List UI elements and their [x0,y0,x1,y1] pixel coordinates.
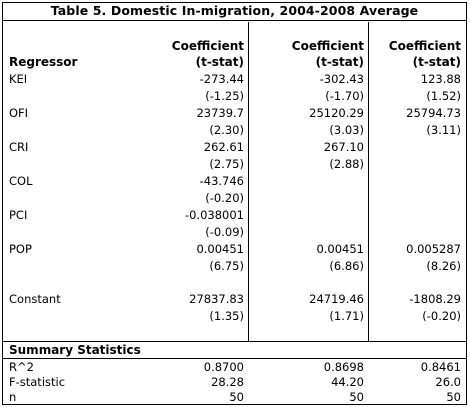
cri-tstat-1: (2.75) [209,157,244,171]
n-value-2: 50 [349,390,364,404]
cri-tstat-2: (2.88) [329,157,364,171]
row-label-cri: CRI [9,140,29,154]
col2-header-line2: (t-stat) [315,55,364,69]
constant-coef-3: -1808.29 [409,292,461,306]
ofi-tstat-1: (2.30) [209,123,244,137]
ofi-coef-2: 25120.29 [309,106,364,120]
fstat-value-2: 44.20 [331,375,364,389]
kei-coef-2: -302.43 [319,72,364,86]
col-coef-1: -43.746 [199,174,244,188]
ofi-coef-1: 23739.7 [196,106,244,120]
row-label-constant: Constant [9,292,61,306]
summary-heading: Summary Statistics [9,343,141,357]
col2-header-line1: Coefficient [291,39,364,53]
constant-tstat-3: (-0.20) [422,309,461,323]
pop-tstat-2: (6.86) [329,259,364,273]
constant-coef-1: 27837.83 [189,292,244,306]
row-label-pci: PCI [9,208,28,222]
pci-tstat-1: (-0.09) [205,225,244,239]
pop-tstat-1: (6.75) [209,259,244,273]
n-value-1: 50 [229,390,244,404]
pop-coef-3: 0.005287 [406,242,461,256]
pop-tstat-3: (8.26) [426,259,461,273]
pci-coef-1: -0.038001 [184,208,244,222]
stat-label-r2: R^2 [9,360,34,374]
r2-value-1: 0.8700 [203,360,244,374]
column-divider-2 [368,22,369,342]
pop-coef-1: 0.00451 [196,242,244,256]
ofi-tstat-2: (3.03) [329,123,364,137]
ofi-coef-3: 25794.73 [406,106,461,120]
summary-divider-bottom [2,358,467,359]
constant-tstat-2: (1.71) [329,309,364,323]
row-label-ofi: OFI [9,106,29,120]
col1-header-line2: (t-stat) [195,55,244,69]
constant-tstat-1: (1.35) [209,309,244,323]
n-value-3: 50 [446,390,461,404]
table-title: Table 5. Domestic In-migration, 2004-200… [2,2,467,21]
col-tstat-1: (-0.20) [205,191,244,205]
col3-header-line1: Coefficient [388,39,461,53]
kei-coef-1: -273.44 [199,72,244,86]
summary-divider-top [2,341,467,342]
kei-tstat-1: (-1.25) [205,89,244,103]
row-label-col: COL [9,174,33,188]
stat-label-n: n [9,390,17,404]
r2-value-2: 0.8698 [323,360,364,374]
cri-coef-2: 267.10 [323,140,364,154]
col3-header-line2: (t-stat) [412,55,461,69]
table-frame [2,2,467,405]
cri-coef-1: 262.61 [203,140,244,154]
kei-coef-3: 123.88 [420,72,461,86]
ofi-tstat-3: (3.11) [426,123,461,137]
kei-tstat-2: (-1.70) [325,89,364,103]
r2-value-3: 0.8461 [420,360,461,374]
row-label-pop: POP [9,242,32,256]
fstat-value-1: 28.28 [211,375,244,389]
row-label-kei: KEI [9,72,28,86]
column-divider-1 [248,22,249,342]
pop-coef-2: 0.00451 [316,242,364,256]
stat-label-fstat: F-statistic [9,375,66,389]
regressor-header: Regressor [9,55,78,69]
kei-tstat-3: (1.52) [426,89,461,103]
constant-coef-2: 24719.46 [309,292,364,306]
fstat-value-3: 26.0 [435,375,461,389]
col1-header-line1: Coefficient [171,39,244,53]
